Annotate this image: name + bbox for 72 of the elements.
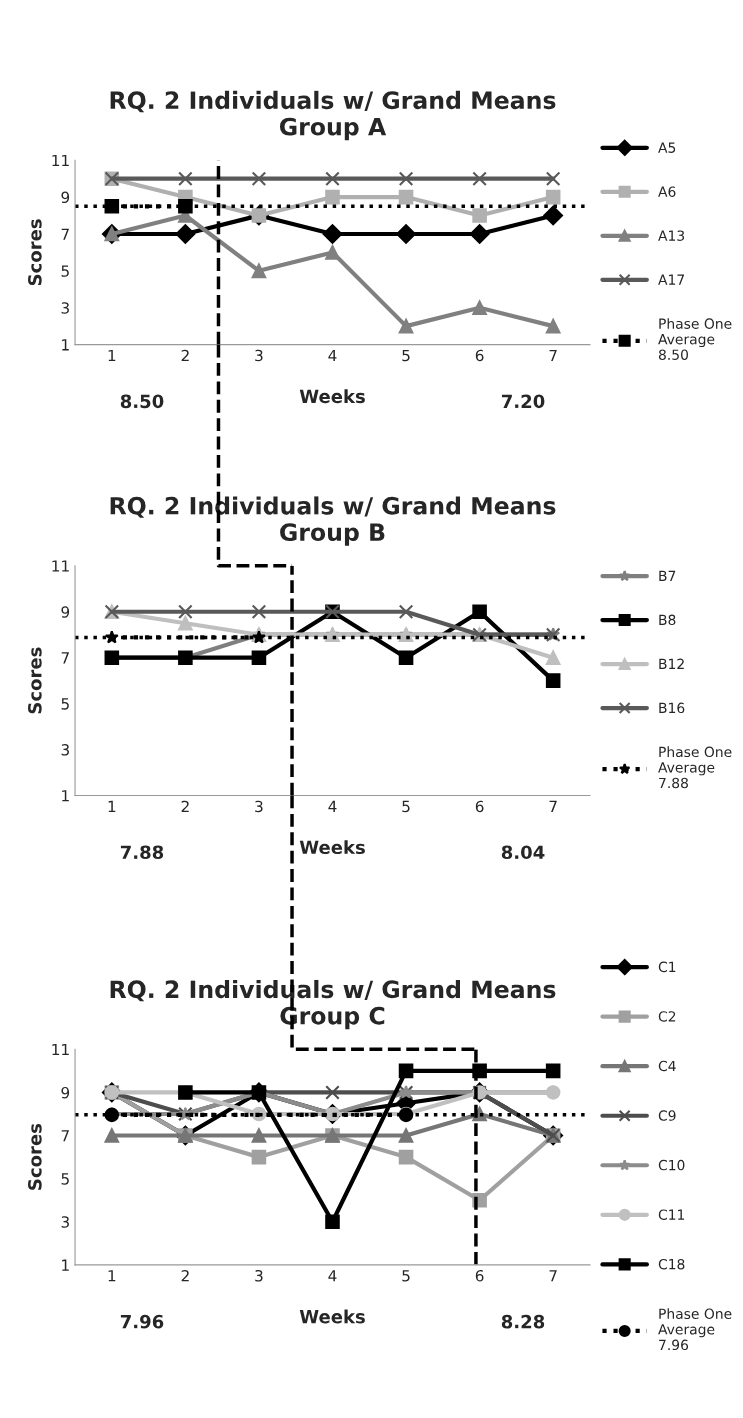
- x-tick-label: 6: [475, 800, 484, 813]
- text: 7.20: [501, 394, 545, 409]
- chart-title: RQ. 2 Individuals w/ Grand Means Group B: [110, 496, 556, 546]
- legend-label: C18: [658, 1258, 685, 1270]
- y-tick-label: 5: [61, 265, 69, 277]
- x-tick-label: 3: [255, 1269, 263, 1282]
- y-tick-label: 3: [61, 744, 69, 756]
- x-tick-label: 7: [549, 1270, 557, 1282]
- legend-label: C10: [658, 1159, 685, 1171]
- legend-label: A6: [658, 186, 676, 197]
- legend-label: A17: [658, 274, 684, 285]
- legend-label: Phase One Average 7.96: [658, 1308, 732, 1351]
- y-tick-label: 5: [61, 1173, 69, 1185]
- x-axis-title: Weeks: [299, 840, 365, 855]
- legend-label: C9: [658, 1110, 676, 1121]
- x-tick-label: 1: [108, 800, 116, 812]
- legend-label: B16: [659, 702, 685, 714]
- x-tick-label: 5: [402, 800, 410, 813]
- legend-label: B7: [659, 570, 676, 581]
- y-tick-label: 7: [61, 228, 69, 240]
- y-tick-label: 1: [62, 1259, 69, 1271]
- x-tick-label: 6: [475, 1269, 484, 1282]
- x-tick-label: 7: [549, 349, 557, 362]
- text: 8.28: [501, 1314, 545, 1329]
- y-tick-label: 7: [61, 1130, 69, 1142]
- x-tick-label: 1: [108, 349, 116, 362]
- x-tick-label: 2: [181, 800, 189, 812]
- y-tick-label: 7: [61, 652, 69, 664]
- x-tick-label: 2: [181, 1269, 189, 1282]
- chart-title: RQ. 2 Individuals w/ Grand Means Group C: [110, 979, 556, 1030]
- legend-label: Phase One Average 7.88: [658, 746, 732, 789]
- y-tick-label: 1: [62, 790, 69, 802]
- legend-label: B8: [659, 614, 676, 626]
- y-tick-label: 1: [62, 339, 69, 351]
- y-tick-label: 9: [61, 606, 70, 618]
- x-tick-label: 5: [402, 1270, 410, 1282]
- x-tick-label: 5: [402, 349, 410, 362]
- text: 7.88: [120, 845, 164, 860]
- legend-label: Phase One Average 8.50: [658, 318, 732, 360]
- y-tick-label: 5: [61, 698, 69, 710]
- legend-label: A13: [658, 230, 685, 241]
- x-tick-label: 7: [549, 800, 557, 812]
- x-tick-label: 3: [255, 349, 263, 362]
- legend-label: B12: [659, 658, 684, 669]
- y-axis-title: Scores: [28, 219, 42, 286]
- y-axis-title: Scores: [28, 1123, 42, 1190]
- x-axis-title: Weeks: [299, 1309, 365, 1324]
- x-tick-label: 4: [328, 349, 337, 362]
- legend-label: C2: [658, 1011, 676, 1022]
- text: 8.04: [501, 845, 545, 860]
- legend-label: C11: [658, 1209, 685, 1220]
- y-tick-label: 3: [61, 1216, 69, 1228]
- x-tick-label: 4: [328, 800, 337, 812]
- x-tick-label: 6: [475, 349, 484, 362]
- y-tick-label: 11: [52, 154, 69, 167]
- legend-label: A5: [658, 142, 676, 153]
- y-axis-title: Scores: [28, 647, 42, 714]
- y-tick-label: 3: [61, 302, 69, 314]
- text: 7.96: [120, 1314, 164, 1329]
- y-tick-label: 9: [61, 191, 70, 204]
- x-tick-label: 4: [328, 1270, 337, 1282]
- x-tick-label: 1: [108, 1270, 116, 1282]
- text: 8.50: [120, 394, 164, 409]
- y-tick-label: 9: [61, 1086, 70, 1099]
- chart-title: RQ. 2 Individuals w/ Grand Means Group A: [110, 90, 556, 141]
- legend-label: C1: [658, 961, 676, 973]
- y-tick-label: 11: [52, 1043, 69, 1056]
- x-axis-title: Weeks: [299, 389, 365, 404]
- legend-label: C4: [658, 1060, 676, 1072]
- y-tick-label: 11: [52, 560, 69, 572]
- x-tick-label: 2: [181, 349, 189, 362]
- x-tick-label: 3: [255, 800, 263, 813]
